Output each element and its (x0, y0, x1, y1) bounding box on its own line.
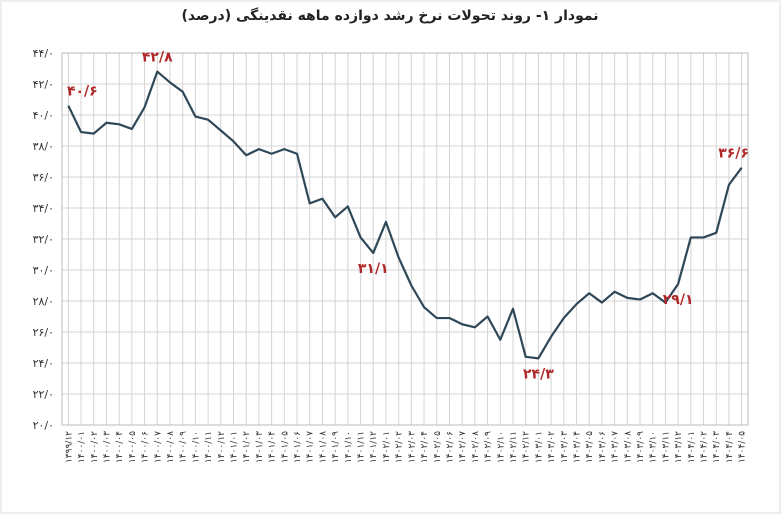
data-label: ۴۲/۸ (142, 50, 173, 66)
x-tick-label: ۱۴۰۲/۰۷ (458, 431, 468, 463)
y-tick-label: ۲۲/۰ (33, 388, 54, 401)
x-tick-label: ۱۴۰۱/۰۴ (268, 431, 278, 463)
x-tick-label: ۱۴۰۳/۰۴ (573, 431, 583, 463)
x-tick-label: ۱۴۰۰/۰۹ (179, 431, 189, 463)
y-tick-label: ۲۶/۰ (33, 326, 54, 339)
x-tick-label: ۱۴۰۱/۰۱ (230, 431, 240, 463)
y-tick-label: ۲۸/۰ (33, 295, 54, 308)
x-tick-label: ۱۳۹۹/۱۲ (64, 431, 74, 463)
x-tick-label: ۱۴۰۱/۰۸ (318, 431, 328, 463)
x-tick-label: ۱۴۰۲/۰۲ (395, 431, 405, 463)
y-tick-label: ۴۰/۰ (33, 109, 54, 122)
x-tick-label: ۱۴۰۱/۱۱ (357, 431, 367, 463)
data-label: ۲۹/۱ (663, 292, 694, 308)
x-tick-label: ۱۴۰۳/۱۲ (674, 431, 684, 463)
x-tick-label: ۱۴۰۳/۱۱ (661, 431, 671, 463)
x-tick-label: ۱۴۰۲/۰۵ (433, 431, 443, 463)
x-tick-label: ۱۴۰۴/۰۵ (738, 431, 748, 463)
x-tick-label: ۱۴۰۳/۱۰ (649, 431, 659, 463)
x-tick-label: ۱۴۰۲/۱۱ (509, 431, 519, 463)
x-tick-label: ۱۴۰۱/۱۲ (369, 431, 379, 463)
data-label: ۳۶/۶ (718, 146, 749, 162)
x-tick-label: ۱۴۰۱/۰۳ (255, 431, 265, 463)
x-tick-label: ۱۴۰۴/۰۴ (725, 431, 735, 463)
line-series (67, 70, 743, 360)
x-tick-label: ۱۴۰۱/۰۵ (280, 431, 290, 463)
x-tick-label: ۱۴۰۲/۱۲ (522, 431, 532, 463)
chart-title: نمودار ۱- روند تحولات نرخ رشد دوازده ماه… (181, 7, 598, 24)
x-tick-label: ۱۴۰۳/۰۶ (598, 431, 608, 463)
x-tick-label: ۱۴۰۳/۰۲ (547, 431, 557, 463)
x-tick-label: ۱۴۰۰/۰۴ (115, 431, 125, 463)
y-tick-label: ۳۶/۰ (33, 171, 54, 184)
y-tick-label: ۲۴/۰ (33, 357, 54, 370)
x-tick-label: ۱۴۰۳/۰۸ (623, 431, 633, 463)
x-tick-label: ۱۴۰۳/۰۵ (585, 431, 595, 463)
x-tick-label: ۱۴۰۲/۰۶ (445, 431, 455, 463)
x-tick-label: ۱۴۰۰/۰۱ (77, 431, 87, 463)
x-tick-label: ۱۴۰۲/۰۳ (407, 431, 417, 463)
x-tick-label: ۱۴۰۱/۰۲ (242, 431, 252, 463)
y-tick-label: ۳۸/۰ (33, 140, 54, 153)
x-tick-label: ۱۴۰۱/۰۶ (293, 431, 303, 463)
x-tick-label: ۱۴۰۱/۱۰ (344, 431, 354, 463)
x-tick-label: ۱۴۰۰/۱۰ (191, 431, 201, 463)
x-tick-label: ۱۴۰۴/۰۱ (687, 431, 697, 463)
x-tick-label: ۱۴۰۲/۱۰ (496, 431, 506, 463)
x-tick-label: ۱۴۰۳/۰۱ (534, 431, 544, 463)
data-label: ۴۰/۶ (67, 84, 98, 100)
y-tick-label: ۳۴/۰ (33, 202, 54, 215)
x-tick-label: ۱۴۰۰/۰۳ (102, 431, 112, 463)
x-tick-label: ۱۴۰۳/۰۹ (636, 431, 646, 463)
x-tick-label: ۱۴۰۱/۰۷ (306, 431, 316, 463)
x-tick-label: ۱۴۰۰/۰۸ (166, 431, 176, 463)
x-tick-label: ۱۴۰۰/۰۲ (90, 431, 100, 463)
x-tick-label: ۱۴۰۰/۰۷ (153, 431, 163, 463)
y-tick-label: ۲۰/۰ (33, 419, 54, 432)
y-tick-label: ۴۲/۰ (33, 78, 54, 91)
data-label: ۲۴/۳ (523, 366, 554, 382)
x-tick-label: ۱۴۰۲/۰۴ (420, 431, 430, 463)
x-tick-label: ۱۴۰۲/۰۸ (471, 431, 481, 463)
x-tick-label: ۱۴۰۳/۰۷ (611, 431, 621, 463)
x-tick-label: ۱۴۰۴/۰۲ (700, 431, 710, 463)
x-tick-label: ۱۴۰۱/۰۹ (331, 431, 341, 463)
y-tick-label: ۴۴/۰ (33, 47, 54, 60)
plot-border (61, 52, 749, 426)
x-tick-label: ۱۴۰۲/۰۱ (382, 431, 392, 463)
y-tick-label: ۳۰/۰ (33, 264, 54, 277)
x-tick-label: ۱۴۰۰/۰۵ (128, 431, 138, 463)
y-tick-label: ۳۲/۰ (33, 233, 54, 246)
data-label: ۳۱/۱ (358, 261, 389, 277)
x-tick-label: ۱۴۰۳/۰۳ (560, 431, 570, 463)
x-tick-label: ۱۴۰۰/۱۲ (217, 431, 227, 463)
x-tick-label: ۱۴۰۰/۰۶ (141, 431, 151, 463)
x-tick-label: ۱۴۰۲/۰۹ (484, 431, 494, 463)
x-tick-label: ۱۴۰۰/۱۱ (204, 431, 214, 463)
x-tick-label: ۱۴۰۴/۰۳ (712, 431, 722, 463)
